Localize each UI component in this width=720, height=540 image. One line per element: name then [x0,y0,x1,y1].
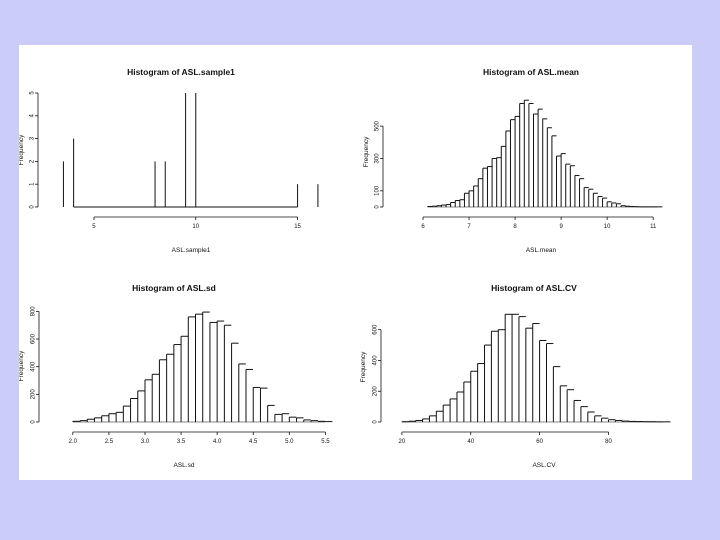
y-tick-label-2: 0 [375,205,381,209]
y-tick-label-1: 4 [30,113,36,117]
y-tick-label-4: 600 [373,324,379,335]
x-tick-label-4: 40 [467,439,474,445]
x-tick-label-2: 9 [559,224,563,230]
y-tick-label-1: 1 [30,182,36,186]
y-tick-label-3: 0 [31,420,37,424]
y-tick-label-3: 200 [31,389,37,400]
y-tick-label-4: 200 [373,386,379,397]
y-tick-label-3: 800 [31,306,37,317]
y-tick-label-2: 500 [375,120,381,131]
y-axis-label-1: Frequency [19,134,25,165]
x-tick-label-4: 60 [536,439,543,445]
y-tick-label-3: 600 [31,333,37,344]
y-tick-label-1: 5 [30,91,36,95]
x-tick-label-2: 11 [650,224,657,230]
chart-title-2: Histogram of ASL.mean [483,67,579,77]
y-axis-label-3: Frequency [19,350,25,381]
x-tick-label-2: 6 [421,224,425,230]
x-tick-label-3: 5.5 [321,439,330,445]
y-tick-label-1: 0 [30,205,36,209]
x-tick-label-4: 20 [399,439,406,445]
x-axis-label-4: ASL.CV [532,462,556,469]
x-tick-label-2: 8 [513,224,517,230]
chart-title-4: Histogram of ASL.CV [491,283,577,293]
x-tick-label-3: 4.0 [213,439,222,445]
y-tick-label-2: 100 [375,185,381,196]
histogram-grid: Histogram of ASL.sample1 ASL.sample1 Frequ… [19,67,671,469]
x-tick-label-4: 80 [605,439,612,445]
x-tick-label-1: 15 [294,224,301,230]
x-tick-label-2: 7 [467,224,471,230]
x-axis-label-2: ASL.mean [526,247,557,254]
y-tick-label-3: 400 [31,361,37,372]
y-axis-label-4: Frequency [360,351,367,382]
x-tick-label-3: 2.0 [69,439,78,445]
y-tick-label-4: 400 [373,355,379,366]
x-tick-label-1: 5 [92,224,96,230]
chart-title-3: Histogram of ASL.sd [132,283,216,293]
x-axis-label-3: ASL.sd [174,462,195,469]
figure-panel: Histogram of ASL.sample1 ASL.sample1 Frequ… [19,45,692,480]
x-tick-label-2: 10 [604,224,611,230]
x-tick-label-3: 4.5 [249,439,258,445]
x-axis-label-1: ASL.sample1 [172,247,211,254]
y-tick-label-1: 2 [30,159,36,163]
chart-title-1: Histogram of ASL.sample1 [127,67,235,77]
x-tick-label-3: 2.5 [105,439,114,445]
x-tick-label-1: 10 [192,224,199,230]
y-tick-label-2: 300 [375,153,381,164]
y-axis-label-2: Frequency [363,136,370,167]
y-tick-label-4: 0 [373,420,379,424]
x-tick-label-3: 3.0 [141,439,150,445]
x-tick-label-3: 3.5 [177,439,186,445]
y-tick-label-1: 3 [30,136,36,140]
x-tick-label-3: 5.0 [285,439,294,445]
